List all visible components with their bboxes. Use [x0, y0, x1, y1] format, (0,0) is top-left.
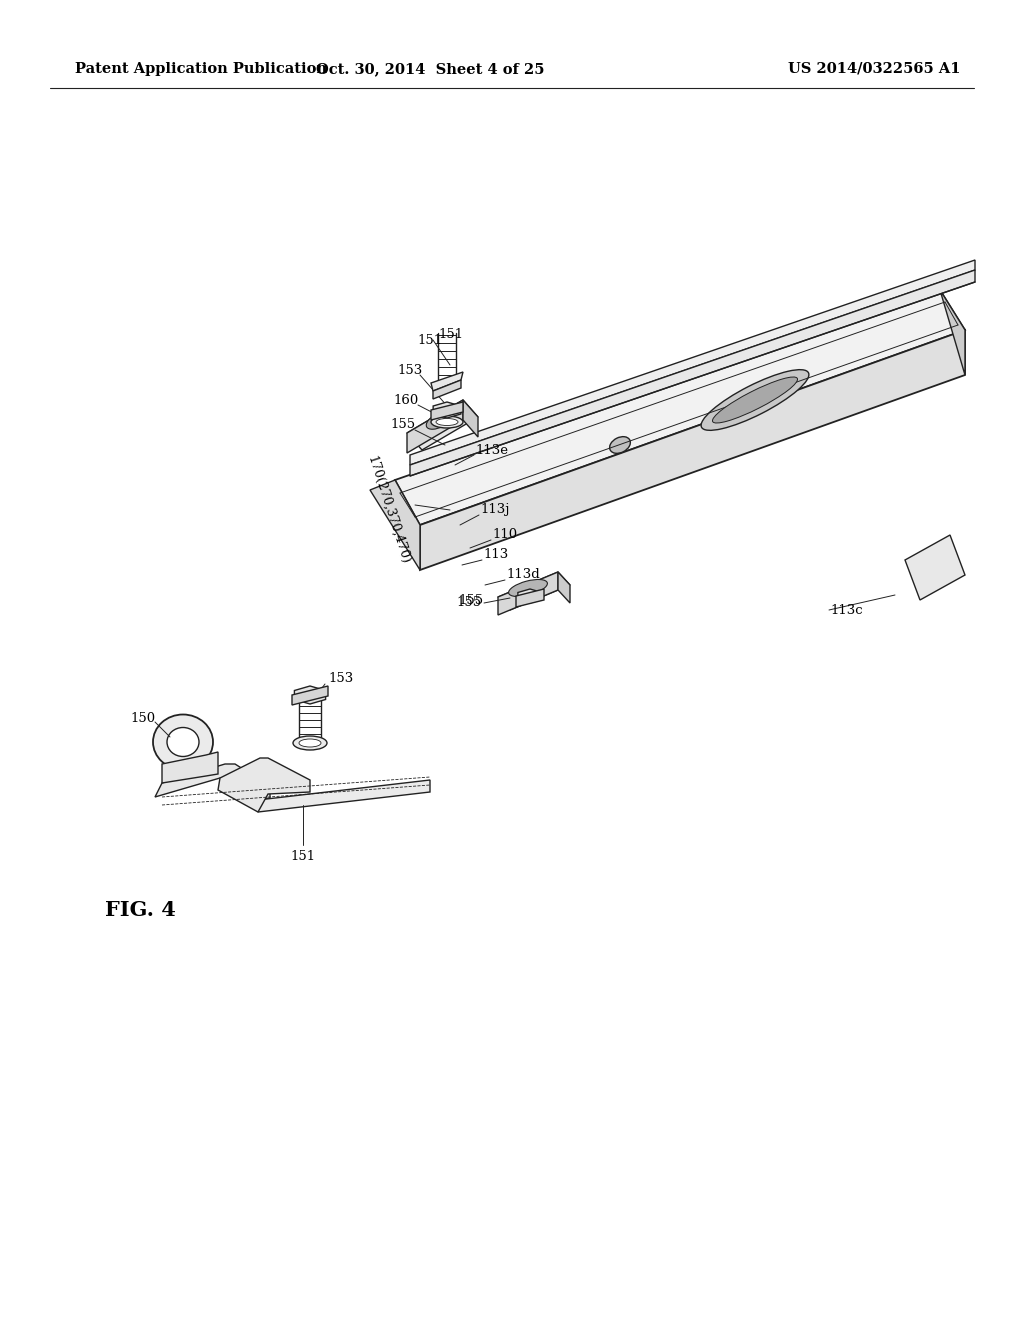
- Text: 151: 151: [418, 334, 442, 346]
- Text: 155: 155: [390, 418, 415, 432]
- Ellipse shape: [299, 739, 321, 747]
- Polygon shape: [431, 372, 463, 391]
- Polygon shape: [162, 752, 218, 783]
- Polygon shape: [516, 589, 544, 607]
- Polygon shape: [463, 400, 478, 437]
- Polygon shape: [258, 780, 430, 812]
- Ellipse shape: [701, 370, 809, 430]
- Text: 113c: 113c: [830, 603, 862, 616]
- Polygon shape: [431, 403, 463, 420]
- Text: 113d: 113d: [506, 569, 540, 582]
- Ellipse shape: [426, 411, 454, 429]
- Ellipse shape: [153, 714, 213, 770]
- Polygon shape: [433, 403, 461, 418]
- Text: 153: 153: [328, 672, 353, 685]
- Polygon shape: [155, 764, 270, 800]
- Polygon shape: [395, 290, 965, 525]
- Text: Oct. 30, 2014  Sheet 4 of 25: Oct. 30, 2014 Sheet 4 of 25: [315, 62, 544, 77]
- Text: Patent Application Publication: Patent Application Publication: [75, 62, 327, 77]
- Ellipse shape: [713, 378, 798, 422]
- Text: 113: 113: [483, 549, 508, 561]
- Text: FIG. 4: FIG. 4: [105, 900, 176, 920]
- Polygon shape: [558, 572, 570, 603]
- Ellipse shape: [609, 437, 631, 453]
- Text: 155: 155: [457, 597, 482, 610]
- Polygon shape: [498, 572, 558, 615]
- Polygon shape: [410, 271, 975, 477]
- Text: 151: 151: [438, 329, 463, 342]
- Polygon shape: [498, 572, 570, 610]
- Text: 155: 155: [459, 594, 484, 606]
- Polygon shape: [295, 686, 326, 704]
- Polygon shape: [940, 290, 965, 375]
- Polygon shape: [420, 330, 965, 570]
- Ellipse shape: [167, 727, 199, 756]
- Text: 113j: 113j: [480, 503, 510, 516]
- Text: US 2014/0322565 A1: US 2014/0322565 A1: [787, 62, 961, 77]
- Ellipse shape: [293, 737, 327, 750]
- Text: 113e: 113e: [475, 444, 508, 457]
- Ellipse shape: [436, 418, 458, 425]
- Polygon shape: [407, 400, 478, 450]
- Text: 150: 150: [130, 711, 155, 725]
- Polygon shape: [905, 535, 965, 601]
- Polygon shape: [518, 589, 542, 603]
- Polygon shape: [407, 400, 463, 453]
- Ellipse shape: [509, 579, 548, 597]
- Polygon shape: [433, 380, 461, 399]
- Text: 153: 153: [397, 363, 422, 376]
- Polygon shape: [292, 686, 328, 705]
- Text: 110: 110: [492, 528, 517, 541]
- Polygon shape: [370, 480, 420, 570]
- Ellipse shape: [431, 416, 463, 428]
- Text: 170(270,370,470): 170(270,370,470): [365, 454, 412, 566]
- Text: 151: 151: [291, 850, 315, 863]
- Text: 160: 160: [393, 393, 418, 407]
- Polygon shape: [410, 260, 975, 465]
- Polygon shape: [218, 758, 310, 812]
